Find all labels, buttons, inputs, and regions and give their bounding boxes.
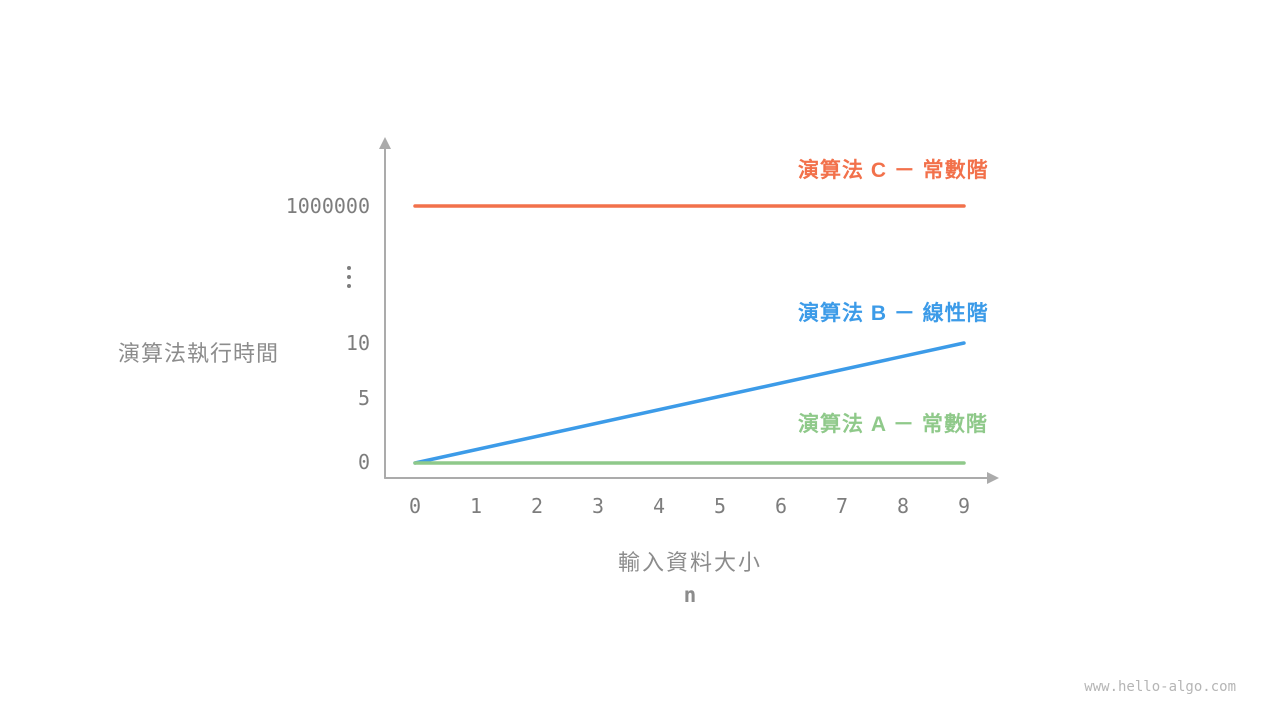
x-tick-label: 9 xyxy=(957,494,971,518)
x-tick-label: 1 xyxy=(469,494,483,518)
y-axis-title: 演算法執行時間 xyxy=(118,341,280,366)
x-tick-label: 0 xyxy=(408,494,422,518)
y-tick-label: 0 xyxy=(357,450,370,474)
legend-algorithm-c: 演算法 C － 常數階 xyxy=(798,159,989,182)
legend-algorithm-b: 演算法 B － 線性階 xyxy=(798,302,989,325)
x-axis-title: 輸入資料大小 xyxy=(617,550,762,575)
x-tick-label: 2 xyxy=(530,494,544,518)
x-tick-label: 4 xyxy=(652,494,666,518)
x-tick-label: 8 xyxy=(896,494,910,518)
y-axis-break-ellipsis xyxy=(347,266,351,288)
y-tick-label: 1000000 xyxy=(285,194,370,218)
x-tick-label: 3 xyxy=(591,494,605,518)
x-axis-arrow-icon xyxy=(987,472,999,484)
y-tick-label: 10 xyxy=(345,331,370,355)
x-tick-label: 6 xyxy=(774,494,788,518)
x-tick-label: 7 xyxy=(835,494,849,518)
series-line-1 xyxy=(413,341,966,465)
x-axis-variable: n xyxy=(683,583,697,607)
watermark: www.hello-algo.com xyxy=(1084,679,1236,695)
x-tick-label: 5 xyxy=(713,494,727,518)
legend-algorithm-a: 演算法 A － 常數階 xyxy=(798,413,988,436)
y-tick-label: 5 xyxy=(357,386,370,410)
y-axis-arrow-icon xyxy=(379,137,391,149)
